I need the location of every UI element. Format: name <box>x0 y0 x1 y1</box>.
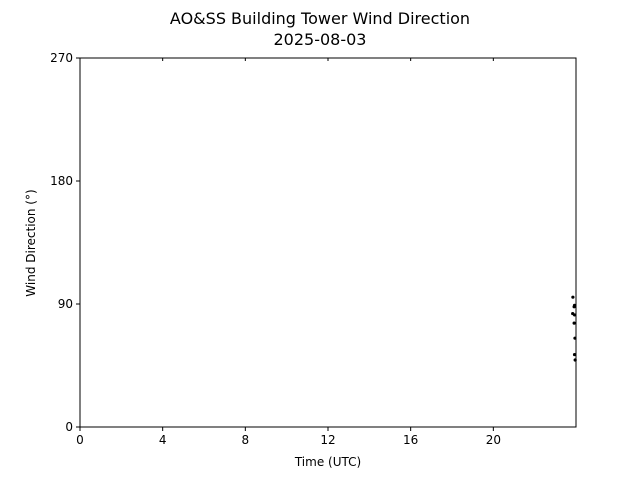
y-tick-label: 180 <box>50 174 73 188</box>
y-tick-label: 90 <box>58 297 73 311</box>
plot-frame <box>79 57 577 428</box>
y-tick-label: 270 <box>50 51 73 65</box>
data-point <box>572 313 577 317</box>
data-point <box>571 295 575 299</box>
data-point <box>572 305 576 309</box>
x-tick-label: 0 <box>76 433 84 447</box>
x-tick-label: 8 <box>242 433 250 447</box>
x-tick-label: 4 <box>159 433 167 447</box>
chart-title: AO&SS Building Tower Wind Direction <box>170 9 470 28</box>
y-tick-label: 0 <box>65 420 73 434</box>
x-tick-label: 16 <box>403 433 418 447</box>
x-tick-label: 12 <box>320 433 335 447</box>
chart-subtitle: 2025-08-03 <box>274 30 367 49</box>
axis-ticks: 0 4 8 12 16 20 0 90 180 270 <box>50 51 501 447</box>
x-axis-label: Time (UTC) <box>294 455 361 469</box>
x-tick-label: 20 <box>486 433 501 447</box>
data-point <box>572 321 576 325</box>
y-axis-label: Wind Direction (°) <box>24 189 38 296</box>
data-point <box>572 352 577 357</box>
